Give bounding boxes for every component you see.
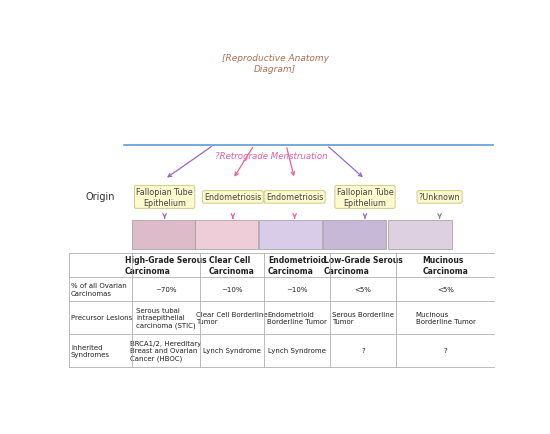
Text: Fallopian Tube
Epithelium: Fallopian Tube Epithelium — [337, 188, 393, 207]
Text: Endometrioid
Borderline Tumor: Endometrioid Borderline Tumor — [267, 311, 327, 324]
Text: <5%: <5% — [355, 286, 371, 293]
Bar — [195, 220, 258, 250]
Text: Clear Cell
Carcinoma: Clear Cell Carcinoma — [209, 256, 255, 275]
Text: Serous Borderline
Tumor: Serous Borderline Tumor — [332, 311, 394, 324]
Bar — [259, 220, 322, 250]
Text: Endometrioid
Carcinoma: Endometrioid Carcinoma — [268, 256, 326, 275]
Text: ?: ? — [444, 348, 448, 354]
Text: Serous tubal
intraepithelial
carcinoma (STIC): Serous tubal intraepithelial carcinoma (… — [136, 307, 196, 328]
Bar — [388, 220, 452, 250]
Text: Clear Cell Borderline
Tumor: Clear Cell Borderline Tumor — [196, 311, 268, 324]
Bar — [323, 220, 386, 250]
Text: [Reproductive Anatomy
Diagram]: [Reproductive Anatomy Diagram] — [222, 54, 328, 74]
Text: ~10%: ~10% — [221, 286, 243, 293]
Text: % of all Ovarian
Carcinomas: % of all Ovarian Carcinomas — [71, 283, 126, 296]
Text: ~10%: ~10% — [286, 286, 308, 293]
Text: Inherited
Syndromes: Inherited Syndromes — [71, 344, 110, 357]
Text: ~70%: ~70% — [155, 286, 177, 293]
Text: <5%: <5% — [437, 286, 454, 293]
Text: Fallopian Tube
Epithelium: Fallopian Tube Epithelium — [136, 188, 193, 207]
Text: Mucinous
Borderline Tumor: Mucinous Borderline Tumor — [416, 311, 476, 324]
Text: Endometriosis: Endometriosis — [266, 193, 323, 202]
Text: ?: ? — [361, 348, 365, 354]
Text: ?Unknown: ?Unknown — [419, 193, 460, 202]
Text: ?Retrograde Menstruation: ?Retrograde Menstruation — [215, 151, 328, 160]
Text: Mucinous
Carcinoma: Mucinous Carcinoma — [422, 256, 469, 275]
Text: Lynch Syndrome: Lynch Syndrome — [268, 348, 326, 354]
Text: Precursor Lesions: Precursor Lesions — [71, 315, 132, 321]
Text: Lynch Syndrome: Lynch Syndrome — [203, 348, 261, 354]
Text: BRCA1/2, Hereditary
Breast and Ovarian
Cancer (HBOC): BRCA1/2, Hereditary Breast and Ovarian C… — [130, 340, 201, 361]
Bar — [132, 220, 195, 250]
Text: High-Grade Serous
Carcinoma: High-Grade Serous Carcinoma — [125, 256, 207, 275]
Text: Endometriosis: Endometriosis — [204, 193, 262, 202]
Text: Origin: Origin — [86, 191, 116, 201]
Text: Low-Grade Serous
Carcinoma: Low-Grade Serous Carcinoma — [324, 256, 403, 275]
